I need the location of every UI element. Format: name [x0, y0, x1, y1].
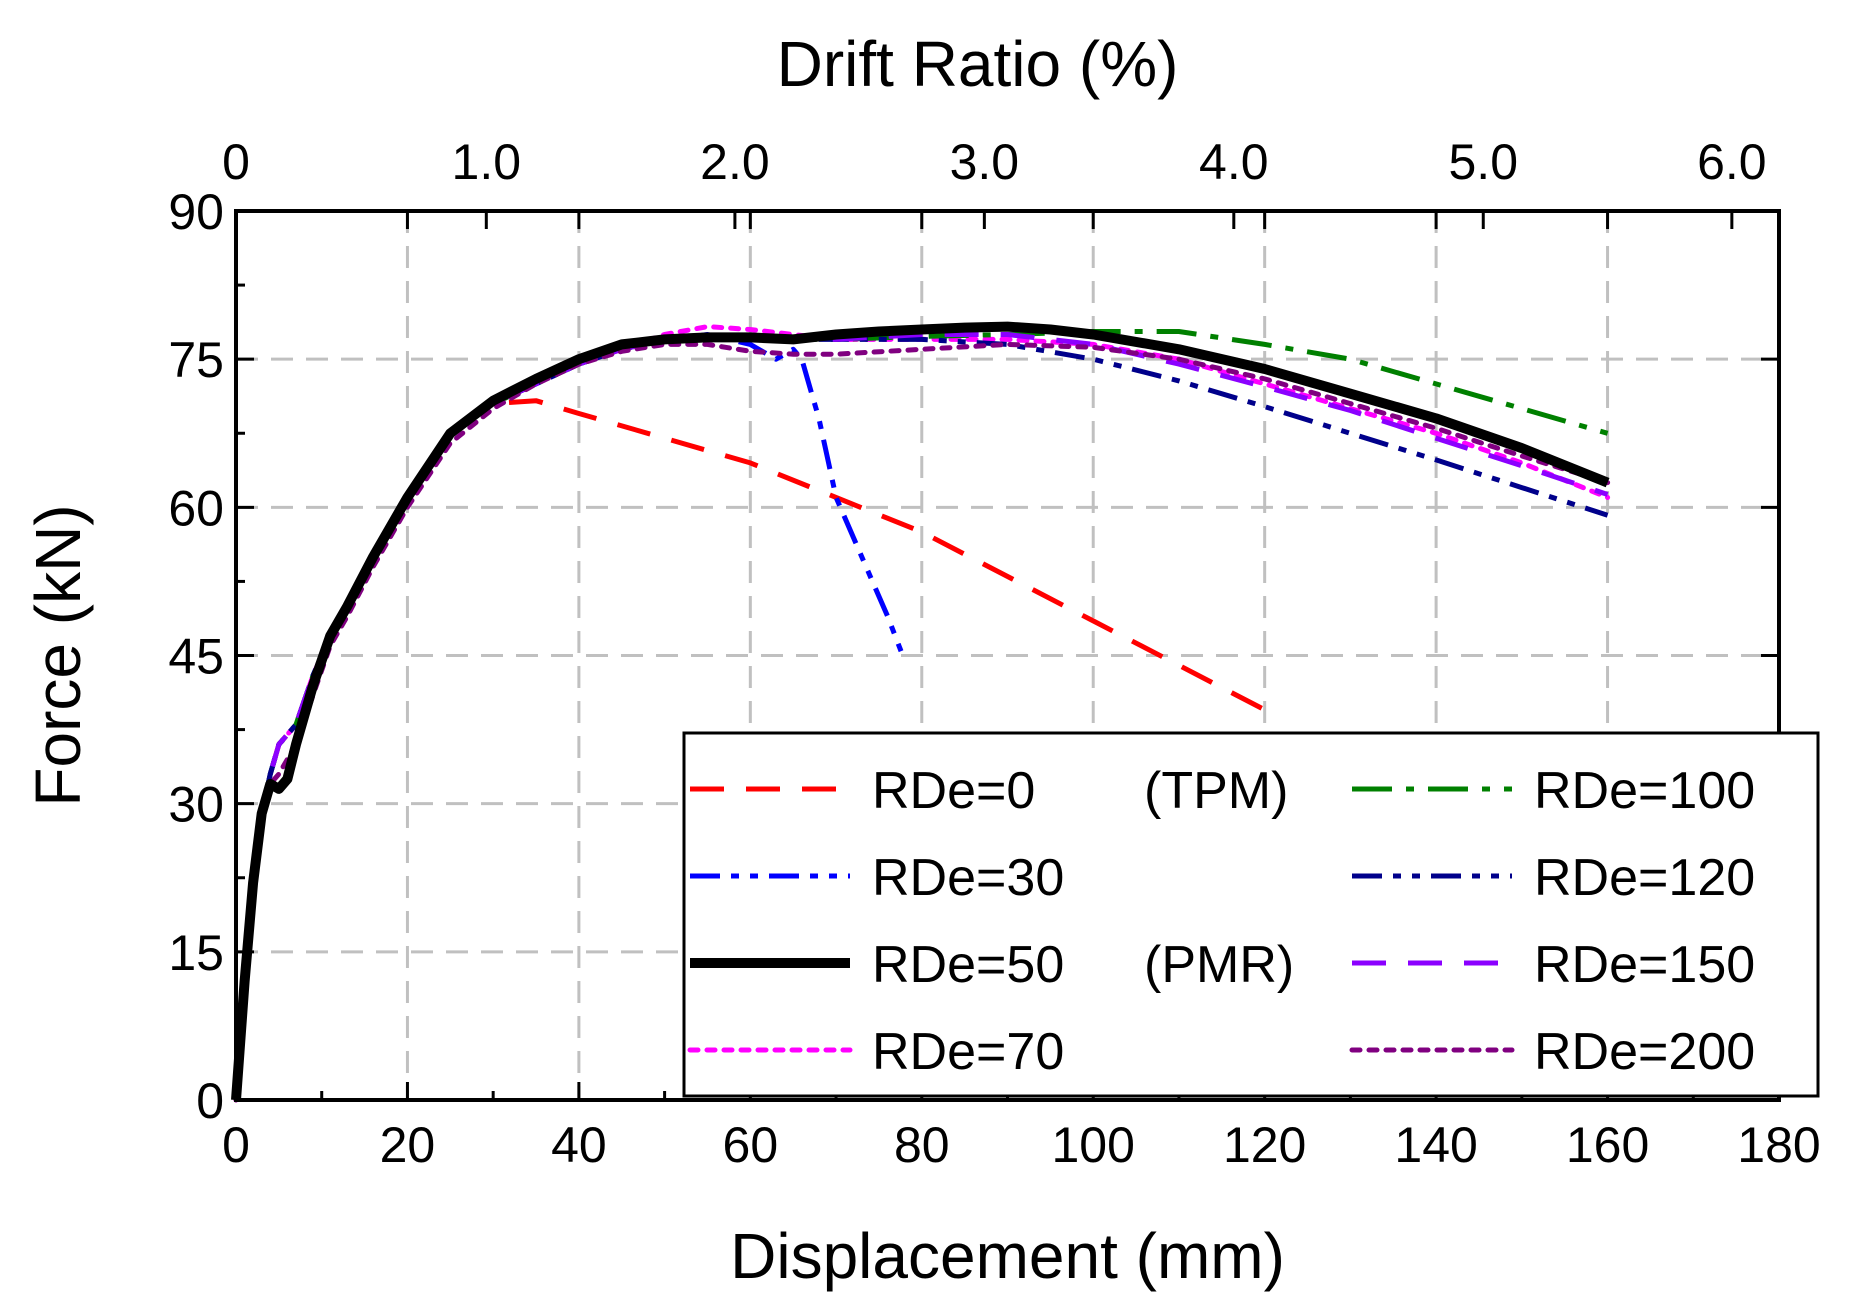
legend-label-5: RDe=120: [1534, 849, 1755, 907]
legend-label-1: RDe=30: [872, 849, 1064, 907]
x-tick-label: 20: [380, 1117, 436, 1173]
x-tick-label: 180: [1737, 1117, 1820, 1173]
legend-note-0: (TPM): [1144, 762, 1288, 820]
y-tick-label: 60: [168, 480, 224, 536]
legend-label-3: RDe=70: [872, 1023, 1064, 1081]
legend-label-0: RDe=0: [872, 762, 1035, 820]
top-tick-label: 6.0: [1697, 134, 1767, 190]
legend: RDe=0 (TPM) RDe=30 RDe=50 (PMR) RDe=70 RDe=100…: [682, 731, 1820, 1098]
x-tick-label: 40: [551, 1117, 607, 1173]
legend-label-6: RDe=150: [1534, 936, 1755, 994]
x-tick-label: 160: [1566, 1117, 1649, 1173]
legend-box: [682, 731, 1820, 1098]
y-tick-label: 15: [168, 925, 224, 981]
x-tick-label: 100: [1052, 1117, 1135, 1173]
legend-label-4: RDe=100: [1534, 762, 1755, 820]
x-tick-label: 80: [894, 1117, 950, 1173]
top-tick-label: 2.0: [700, 134, 770, 190]
x-tick-label: 60: [723, 1117, 779, 1173]
top-tick-label: 3.0: [950, 134, 1020, 190]
top-tick-label: 5.0: [1449, 134, 1519, 190]
y-tick-label: 0: [196, 1073, 224, 1129]
x-axis-title: Displacement (mm): [730, 1220, 1285, 1292]
top-tick-label: 1.0: [452, 134, 522, 190]
top-axis-title: Drift Ratio (%): [777, 28, 1179, 100]
legend-note-2: (PMR): [1144, 936, 1294, 994]
y-tick-label: 30: [168, 777, 224, 833]
x-tick-label: 120: [1223, 1117, 1306, 1173]
y-tick-label: 45: [168, 629, 224, 685]
y-tick-label: 75: [168, 332, 224, 388]
series-layer: [231, 321, 1611, 1103]
legend-label-2: RDe=50: [872, 936, 1064, 994]
top-tick-label: 0: [222, 134, 250, 190]
series-line-2: [231, 321, 1610, 1101]
legend-label-7: RDe=200: [1534, 1023, 1755, 1081]
y-tick-label: 90: [168, 184, 224, 240]
x-tick-label: 0: [222, 1117, 250, 1173]
x-tick-label: 140: [1394, 1117, 1477, 1173]
top-tick-label: 4.0: [1199, 134, 1269, 190]
y-axis-title: Force (kN): [22, 504, 94, 806]
axes: 0 20 40 60 80 100 120 140 160 180 0 1.0 2.0 3.0 4.0 5.0…: [168, 134, 1820, 1173]
